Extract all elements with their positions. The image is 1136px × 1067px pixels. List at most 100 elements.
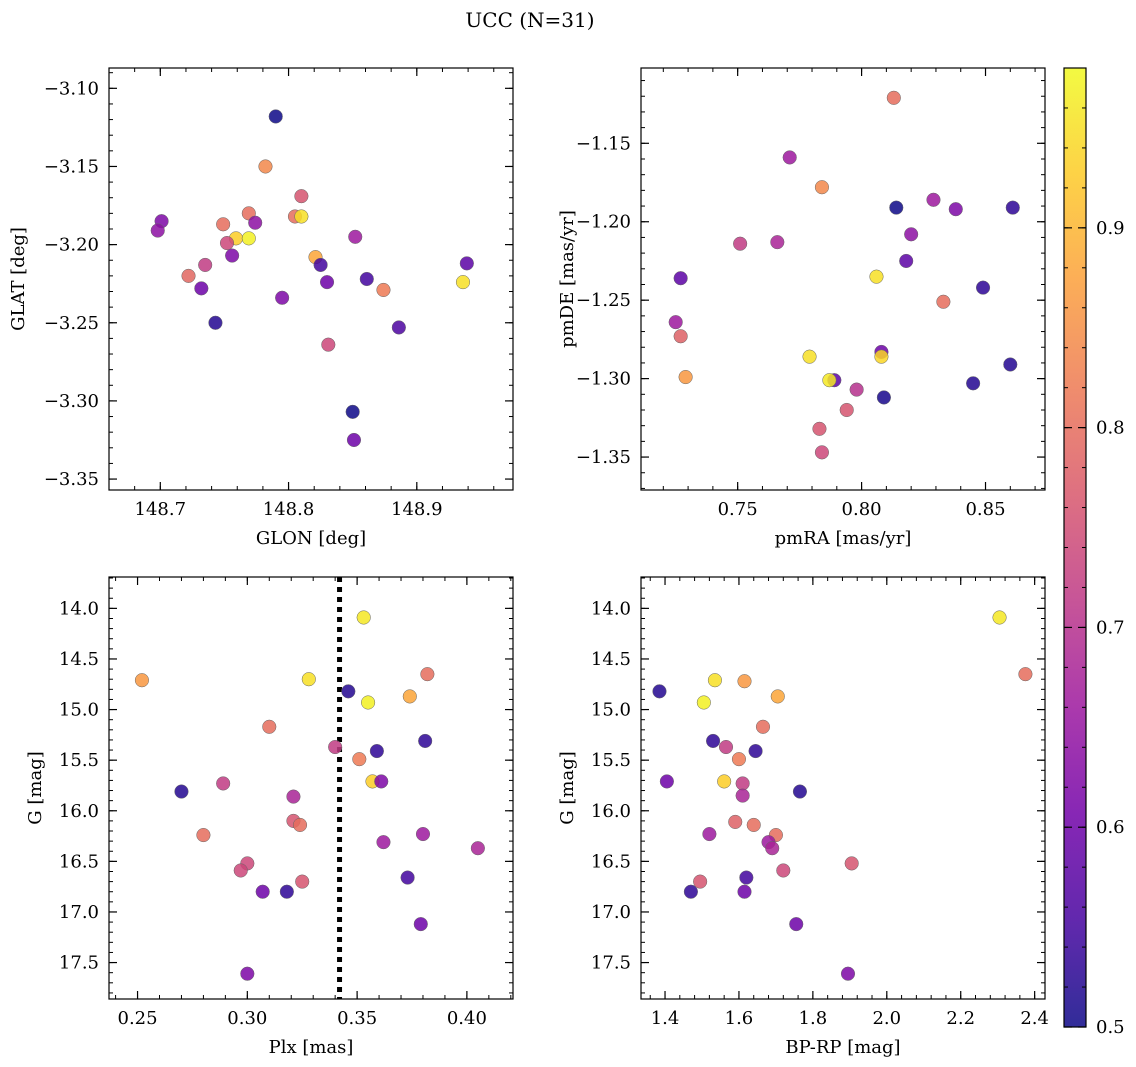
scatter-point	[869, 269, 884, 284]
y-tick-label: −3.20	[44, 235, 99, 256]
y-tick-label: 14.5	[59, 649, 99, 670]
x-tick-label: 2.0	[872, 1008, 901, 1029]
scatter-point	[731, 752, 747, 767]
scatter-point	[346, 432, 362, 448]
panel-plx-g: 0.25 0.30 0.35 0.40 14.0 14.5 15.0 15.5 16.0 16.5…	[25, 576, 514, 1058]
scatter-point	[683, 884, 698, 899]
y-tick-label: 17.0	[591, 902, 631, 923]
scatter-point	[345, 404, 360, 419]
scatter-point	[376, 835, 391, 850]
scatter-point	[707, 673, 722, 688]
y-tick-label: −3.30	[44, 391, 99, 412]
scatter-point	[258, 159, 273, 174]
scatter-point	[770, 689, 785, 704]
x-tick-label: 0.35	[337, 1008, 377, 1029]
y-tick-label: 15.5	[59, 750, 99, 771]
scatter-point	[728, 814, 743, 829]
y-tick-label: −1.30	[576, 369, 631, 390]
scatter-point	[876, 390, 891, 405]
scatter-point	[262, 719, 277, 734]
scatter-point	[391, 320, 406, 335]
y-axis-label: GLAT [deg]	[8, 227, 29, 331]
scatter-point	[659, 774, 674, 789]
scatter-point	[361, 695, 376, 710]
panel-pmra-pmde: 0.75 0.80 0.85 −1.15 −1.20 −1.25 −1.30 −1.35 pmR…	[557, 67, 1046, 549]
y-tick-label: 17.5	[59, 953, 99, 974]
scatter-point	[849, 382, 864, 397]
y-tick-label: −3.25	[44, 313, 99, 334]
x-tick-label: 0.30	[227, 1008, 267, 1029]
x-tick-label: 0.25	[118, 1008, 158, 1029]
scatter-point	[673, 271, 688, 286]
scatter-point	[219, 236, 235, 251]
scatter-point	[668, 315, 683, 330]
scatter-point	[814, 180, 829, 195]
scatter-point	[255, 884, 270, 899]
y-axis-label: G [mag]	[557, 751, 578, 824]
scatter-point	[652, 684, 667, 699]
axes-frame	[640, 576, 1046, 1000]
scatter-point	[455, 275, 471, 290]
x-axis-label: pmRA [mas/yr]	[775, 528, 912, 549]
scatter-point	[174, 784, 189, 799]
colorbar-tick-label: 0.5	[1096, 1017, 1125, 1038]
scatter-point	[789, 917, 804, 932]
panel-bprp-g: 1.4 1.6 1.8 2.0 2.2 2.4 14.0 14.5 15.0 15.5 16.0 16…	[557, 576, 1049, 1058]
x-axis-label: GLON [deg]	[256, 528, 366, 549]
x-tick-label: 0.75	[718, 499, 758, 520]
colorbar-tick-label: 0.9	[1096, 218, 1125, 239]
y-tick-label: 14.0	[59, 598, 99, 619]
y-tick-label: 14.0	[591, 598, 631, 619]
y-tick-label: 15.5	[591, 750, 631, 771]
scatter-point	[225, 248, 240, 263]
scatter-point	[673, 329, 688, 344]
scatter-point	[765, 841, 780, 856]
scatter-point	[198, 257, 213, 272]
scatter-point	[295, 874, 310, 889]
scatter-point	[844, 856, 859, 871]
x-tick-label: 2.2	[946, 1008, 975, 1029]
scatter-point	[936, 294, 951, 309]
scatter-point	[294, 189, 309, 204]
colorbar-tick-label: 0.8	[1096, 418, 1125, 439]
scatter-point	[415, 826, 431, 842]
scatter-point	[739, 870, 754, 885]
scatter-point	[150, 223, 165, 238]
x-tick-label: 1.8	[799, 1008, 828, 1029]
y-tick-label: 14.5	[591, 649, 631, 670]
scatter-point	[770, 235, 785, 250]
scatter-point	[735, 788, 750, 803]
y-tick-label: −1.20	[576, 212, 631, 233]
scatter-point	[241, 231, 256, 246]
scatter-point	[706, 733, 721, 748]
scatter-point	[814, 445, 829, 460]
y-tick-label: 16.5	[59, 851, 99, 872]
scatter-point	[776, 863, 791, 878]
scatter-point	[301, 672, 316, 687]
scatter-point	[746, 817, 761, 832]
x-tick-label: 148.8	[263, 499, 315, 520]
scatter-point	[1003, 357, 1018, 372]
scatter-point	[275, 290, 290, 305]
scatter-point	[208, 315, 223, 330]
scatter-point	[889, 200, 904, 215]
axes-frame	[108, 576, 514, 1000]
y-tick-label: 16.0	[591, 801, 631, 822]
colorbar-tick-label: 0.6	[1096, 817, 1125, 838]
x-tick-label: 0.80	[842, 499, 882, 520]
y-tick-label: −1.25	[576, 290, 631, 311]
scatter-point	[966, 376, 981, 391]
scatter-point	[992, 610, 1007, 625]
y-tick-label: 15.0	[59, 700, 99, 721]
scatter-point	[702, 826, 717, 842]
scatter-point	[975, 280, 991, 295]
scatter-point	[292, 817, 308, 832]
x-tick-label: 2.4	[1020, 1008, 1049, 1029]
scatter-point	[348, 229, 363, 244]
scatter-point	[1005, 200, 1020, 215]
scatter-point	[359, 271, 374, 287]
figure-title: UCC (N=31)	[465, 8, 595, 32]
y-tick-label: 17.0	[59, 902, 99, 923]
y-tick-label: 16.5	[591, 851, 631, 872]
scatter-point	[400, 870, 415, 885]
